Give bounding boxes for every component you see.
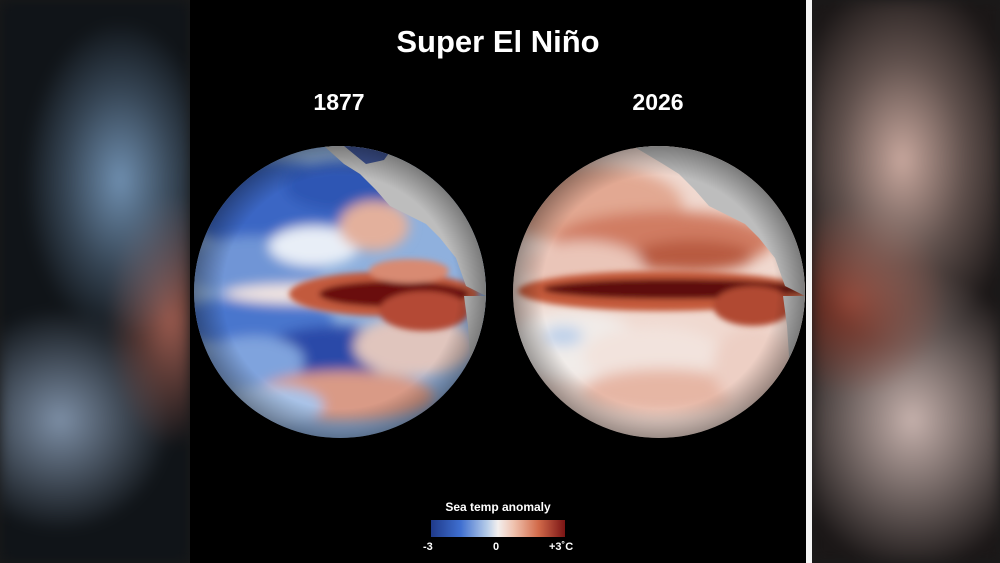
divider [806,0,812,563]
blurred-right-panel [812,0,1000,563]
legend-color-scale [431,520,565,537]
map-year-label: 2026 [632,89,684,115]
map-year-label: 1877 [313,89,365,115]
globe-map-2026 [513,146,805,438]
globe-map-1877 [194,146,486,438]
infographic-panel: Super El Niño 1877 2026 [190,0,806,563]
legend-max-label: +3˚C [549,541,574,553]
infographic-title: Super El Niño [396,24,600,59]
legend-mid-label: 0 [493,541,500,553]
legend-min-label: -3 [423,541,433,553]
blurred-left-panel [0,0,190,563]
legend-title: Sea temp anomaly [445,500,551,514]
